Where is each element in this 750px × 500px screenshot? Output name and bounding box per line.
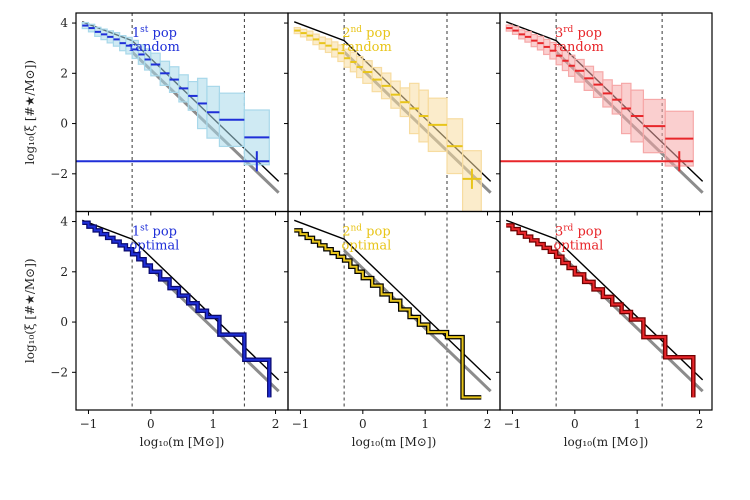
panel-content [81, 211, 280, 410]
x-tick-label: 1 [633, 417, 641, 431]
y-tick-label: 0 [60, 117, 68, 131]
reference-line-black [81, 219, 280, 381]
reference-line-black [505, 219, 704, 381]
y-tick-label: 2 [60, 66, 68, 80]
x-tick-label: 0 [359, 417, 367, 431]
panel-frame [75, 210, 289, 411]
y-tick-label: −2 [50, 167, 68, 181]
x-axis-label: log₁₀(m [M⊙]) [140, 435, 225, 449]
panel-row-label: optimal [554, 239, 604, 254]
x-axis-label: log₁₀(m [M⊙]) [564, 435, 649, 449]
x-tick-label: 0 [147, 417, 155, 431]
y-axis-label: log₁₀(ξ [#★/M⊙]) [23, 60, 37, 165]
x-tick-label: 1 [421, 417, 429, 431]
y-tick-label: 2 [60, 265, 68, 279]
panel-pop-label: 1st pop [132, 25, 177, 41]
panel-pop-label: 3rd pop [555, 224, 602, 240]
panel-pop-label: 1st pop [132, 224, 177, 240]
panel-pop-label: 2nd pop [342, 25, 390, 41]
x-tick-label: 2 [484, 417, 492, 431]
panel-row-label: random [129, 40, 180, 55]
y-tick-label: −2 [50, 365, 68, 379]
optimal-step-line [506, 224, 695, 398]
optimal-step-outline [294, 228, 482, 400]
panel-row-label: optimal [130, 239, 180, 254]
panel-content [293, 13, 492, 212]
x-tick-label: −1 [80, 417, 98, 431]
panel-content [76, 13, 280, 212]
x-tick-label: −1 [504, 417, 522, 431]
panel-row-label: optimal [342, 239, 392, 254]
x-tick-label: 2 [696, 417, 704, 431]
panel-pop-label: 2nd pop [342, 224, 390, 240]
optimal-step-line [82, 221, 271, 398]
panel-row-label: random [553, 40, 604, 55]
panel-frame [499, 210, 713, 411]
panel-content [500, 13, 704, 212]
optimal-step-line [294, 229, 482, 399]
x-tick-label: 1 [209, 417, 217, 431]
y-tick-label: 4 [60, 16, 68, 30]
panel-row-label: random [341, 40, 392, 55]
x-tick-label: 0 [571, 417, 579, 431]
x-tick-label: −1 [292, 417, 310, 431]
panel-content [293, 211, 492, 410]
y-tick-label: 0 [60, 315, 68, 329]
x-axis-label: log₁₀(m [M⊙]) [352, 435, 437, 449]
y-tick-label: 4 [60, 215, 68, 229]
panel-content [505, 211, 704, 410]
x-tick-label: 2 [272, 417, 280, 431]
y-axis-label: log₁₀(ξ [#★/M⊙]) [23, 258, 37, 363]
panel-pop-label: 3rd pop [555, 25, 602, 41]
